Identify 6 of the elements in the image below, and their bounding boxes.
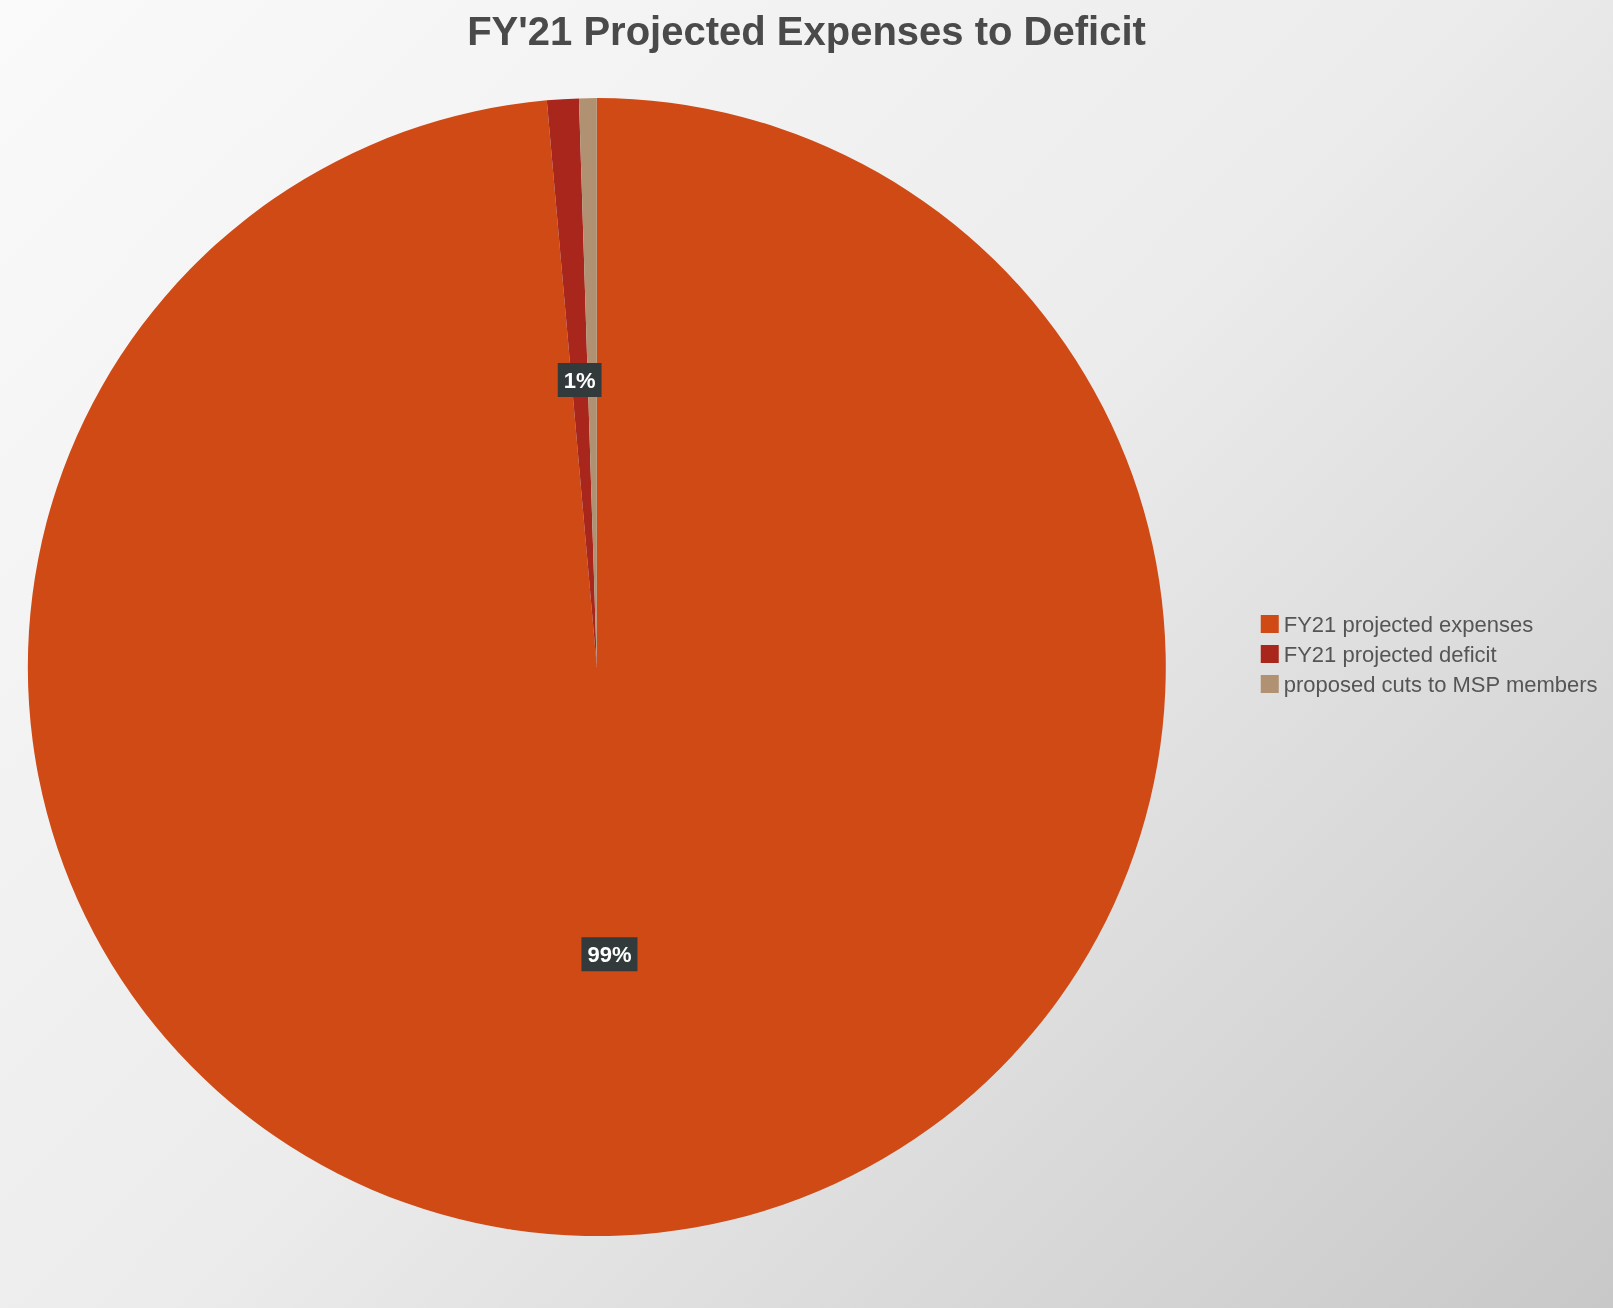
data-label: 99% <box>587 941 632 967</box>
legend-label: proposed cuts to MSP members <box>1283 671 1598 697</box>
legend-label: FY21 projected expenses <box>1283 611 1534 637</box>
chart-title: FY'21 Projected Expenses to Deficit <box>467 9 1146 53</box>
data-label: 1% <box>563 367 596 393</box>
legend-label: FY21 projected deficit <box>1283 641 1497 667</box>
